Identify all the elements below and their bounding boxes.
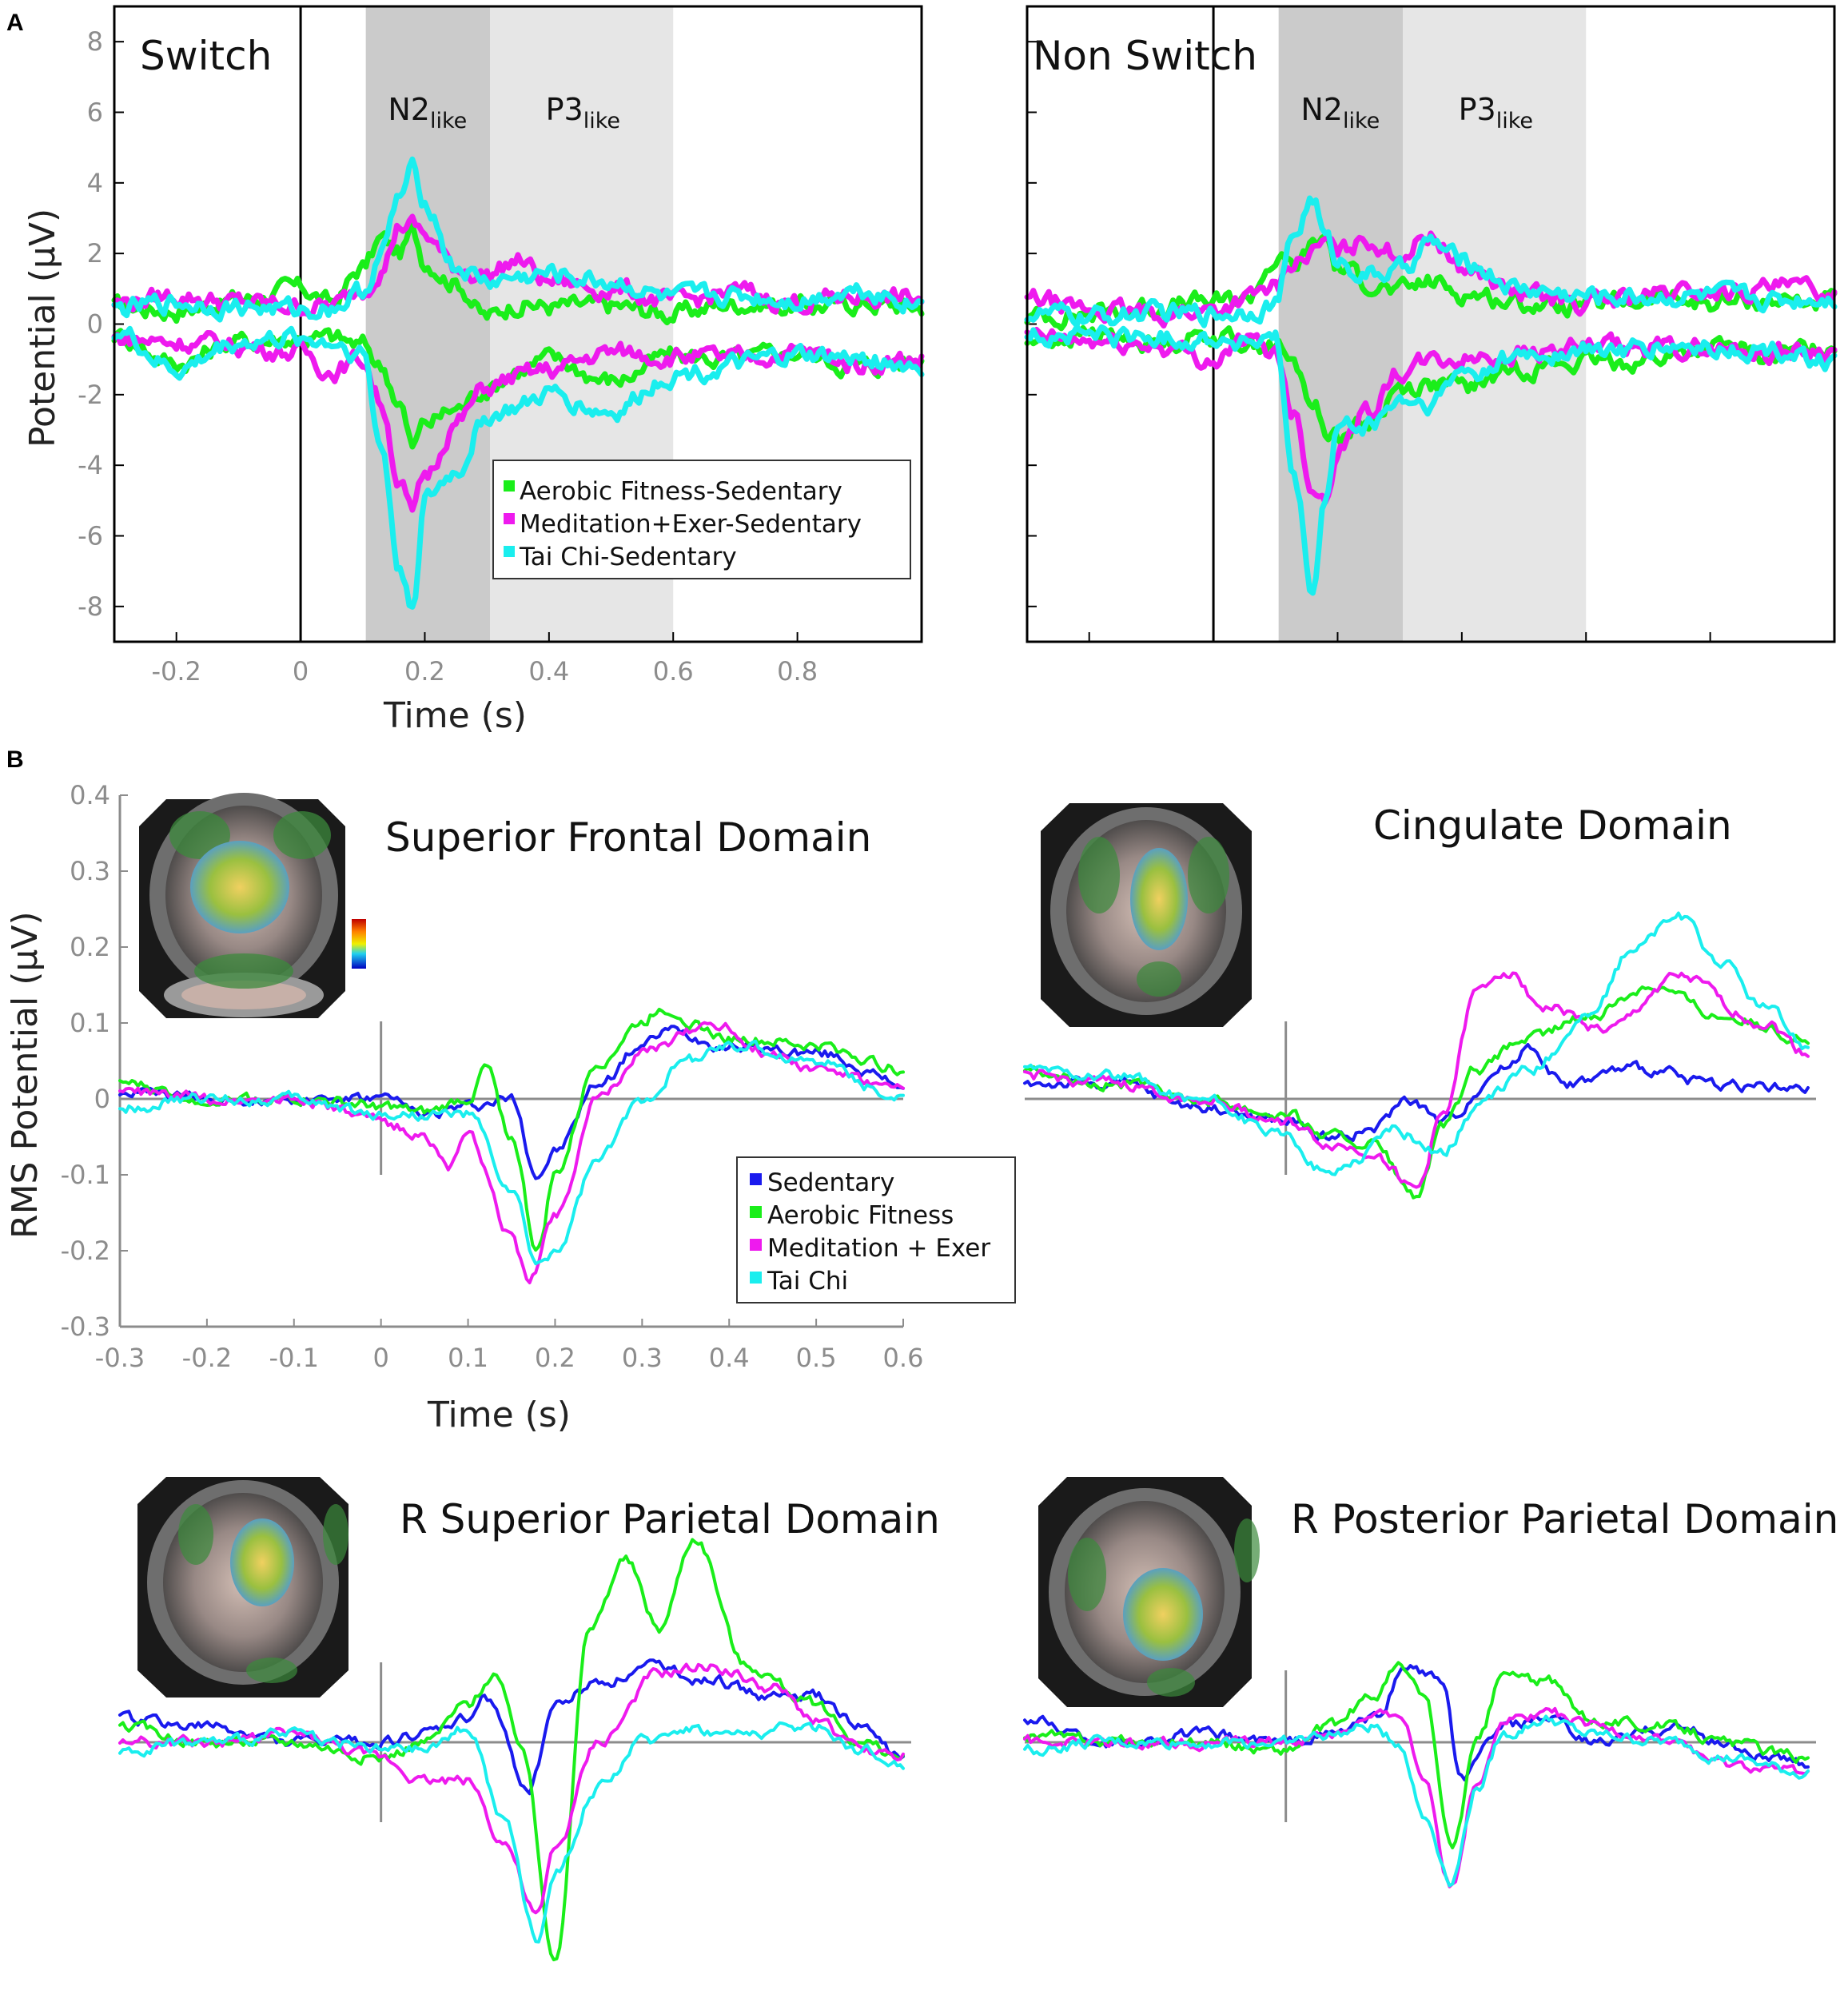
x-tick-label: 0.1 — [448, 1343, 488, 1373]
x-tick-label: 0 — [293, 656, 309, 687]
r-superior-parietal-title: R Superior Parietal Domain — [400, 1496, 940, 1542]
window-p3-label: P3like — [546, 92, 620, 133]
trace-tai-chi — [1023, 1714, 1810, 1888]
superior-frontal-title: Superior Frontal Domain — [385, 814, 871, 861]
legend-swatch-aerobic-fitness — [750, 1206, 762, 1218]
legend-entry-aerobic: Aerobic Fitness-Sedentary — [520, 477, 842, 506]
legend-swatch-tai-chi — [750, 1272, 762, 1284]
y-tick-label: 0.2 — [70, 932, 110, 962]
switch-plot-frame — [113, 5, 923, 643]
x-tick-label: 0.8 — [777, 656, 818, 687]
r-superior-parietal-chart: R Superior Parietal Domain — [118, 1477, 940, 1962]
x-tick-label: 0.3 — [622, 1343, 663, 1373]
y-tick-label: 0.3 — [70, 856, 110, 886]
trace-sedentary — [1023, 1043, 1810, 1142]
x-tick-label: 0.6 — [653, 656, 694, 687]
y-tick-label: -0.1 — [61, 1160, 110, 1190]
y-tick-label: -6 — [78, 521, 103, 551]
trace-tai-chi — [118, 1721, 905, 1944]
x-tick-label: -0.3 — [95, 1343, 145, 1373]
x-tick-label: 0 — [372, 1343, 388, 1373]
trace-meditation-exer — [118, 1021, 905, 1284]
window-n2-shading — [1278, 6, 1404, 642]
x-tick-label: 0.4 — [528, 656, 569, 687]
y-tick-label: 4 — [87, 168, 103, 198]
y-tick-label: 0.1 — [70, 1008, 110, 1038]
y-tick-label: 0 — [87, 309, 103, 340]
superior-frontal-ylabel: RMS Potential (μV) — [5, 911, 46, 1239]
trace-tai-chi-sedentary-upper — [1024, 195, 1838, 328]
y-tick-label: -4 — [78, 450, 103, 480]
switch-xlabel: Time (s) — [383, 695, 527, 736]
r-posterior-parietal-title: R Posterior Parietal Domain — [1291, 1496, 1838, 1542]
y-tick-label: 0 — [94, 1084, 110, 1114]
r-superior-parietal-brain-image — [137, 1477, 348, 1698]
r-posterior-parietal-chart: R Posterior Parietal Domain — [1023, 1477, 1838, 1889]
rms-legend: Sedentary Aerobic Fitness Meditation + E… — [736, 1156, 1016, 1303]
superior-frontal-brain-image — [139, 793, 366, 1018]
legend-entry-meditation: Meditation+Exer-Sedentary — [520, 510, 862, 539]
cingulate-brain-image — [1041, 803, 1252, 1027]
window-n2-shading — [365, 6, 491, 642]
trace-meditation-exer — [1023, 971, 1810, 1189]
trace-meditation-exer — [118, 1662, 905, 1915]
trace-tai-chi-sedentary-lower — [1024, 324, 1838, 596]
superior-frontal-chart: 0.4 0.3 0.2 0.1 0 -0.1 -0.2 -0.3-0.3 -0.2 -0.1 0 0.… — [5, 780, 1016, 1435]
x-tick-label: 0.2 — [535, 1343, 576, 1373]
x-tick-label: 0.4 — [709, 1343, 750, 1373]
x-tick-label: 0.6 — [883, 1343, 924, 1373]
y-tick-label: 6 — [87, 98, 103, 128]
switch-chart: N2like P3like -0.2 0 0.2 0.4 0.6 0.886420-2-4-… — [22, 5, 925, 736]
y-tick-label: -0.3 — [61, 1311, 110, 1342]
legend-entry-meditation-exer: Meditation + Exer — [767, 1234, 990, 1263]
r-posterior-parietal-brain-image — [1038, 1477, 1260, 1707]
superior-frontal-xlabel: Time (s) — [427, 1395, 571, 1435]
trace-tai-chi — [118, 1039, 905, 1266]
cingulate-chart: Cingulate Domain — [1023, 802, 1816, 1200]
trace-tai-chi-sedentary-upper — [111, 156, 925, 323]
legend-entry-tai-chi: Tai Chi — [767, 1267, 848, 1296]
non-switch-title: Non Switch — [1033, 33, 1257, 79]
y-tick-label: -8 — [78, 591, 103, 622]
switch-ylabel: Potential (μV) — [22, 209, 63, 448]
y-tick-label: 2 — [87, 238, 103, 269]
legend-entry-taichi: Tai Chi-Sedentary — [519, 543, 737, 571]
colorbar — [352, 919, 366, 969]
x-tick-label: 0.2 — [404, 656, 445, 687]
y-tick-label: -2 — [78, 380, 103, 410]
trace-tai-chi-sedentary-lower — [111, 325, 925, 610]
legend-box — [492, 460, 911, 579]
legend-entry-sedentary: Sedentary — [767, 1168, 894, 1197]
legend-entry-aerobic-fitness: Aerobic Fitness — [767, 1201, 954, 1230]
y-tick-label: 8 — [87, 26, 103, 57]
legend-swatch-taichi — [504, 546, 515, 557]
legend-swatch-meditation — [504, 513, 515, 524]
y-tick-label: -0.2 — [61, 1236, 110, 1266]
x-tick-label: -0.2 — [151, 656, 201, 687]
legend-swatch-sedentary — [750, 1173, 762, 1185]
panel-label-b: B — [6, 746, 24, 773]
y-tick-label: 0.4 — [70, 780, 110, 810]
switch-title: Switch — [140, 33, 272, 79]
x-tick-label: -0.1 — [269, 1343, 319, 1373]
trace-tai-chi — [1023, 911, 1810, 1176]
x-tick-label: 0.5 — [796, 1343, 837, 1373]
legend-swatch-meditation-exer — [750, 1239, 762, 1251]
rms-legend-box — [736, 1156, 1016, 1303]
non-switch-plot-frame — [1026, 5, 1836, 643]
cingulate-title: Cingulate Domain — [1373, 802, 1732, 849]
legend-swatch-aerobic — [504, 480, 515, 492]
non-switch-chart: N2like P3like Non Switch — [1024, 5, 1838, 643]
x-tick-label: -0.2 — [182, 1343, 232, 1373]
panel-label-a: A — [6, 10, 24, 36]
window-p3-shading — [1403, 6, 1587, 642]
switch-legend: Aerobic Fitness-Sedentary Meditation+Exe… — [492, 460, 911, 579]
